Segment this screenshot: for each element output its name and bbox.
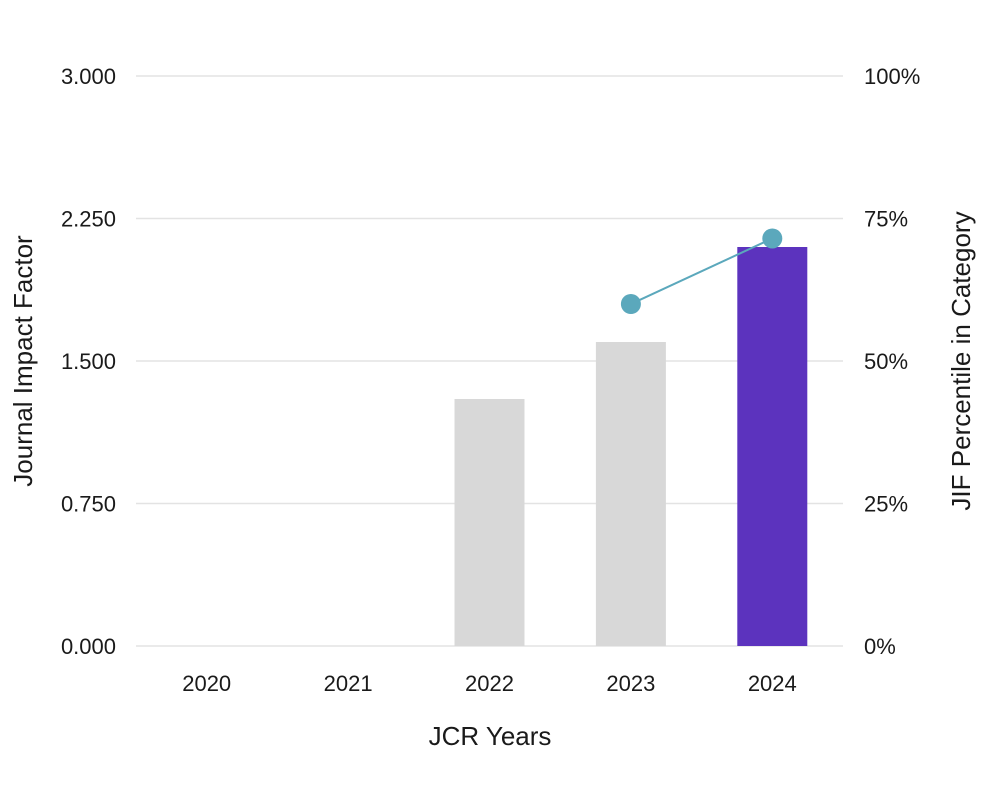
x-axis-ticks: 2020 2021 2022 2023 2024 bbox=[182, 671, 797, 696]
x-tick-label: 2021 bbox=[324, 671, 373, 696]
bar-2023 bbox=[595, 342, 666, 646]
left-tick-label: 0.750 bbox=[61, 492, 116, 517]
left-tick-label: 2.250 bbox=[61, 207, 116, 232]
x-tick-label: 2020 bbox=[182, 671, 231, 696]
percentile-point-2024 bbox=[762, 228, 783, 249]
right-tick-label: 50% bbox=[864, 349, 908, 374]
right-axis-ticks: 0% 25% 50% 75% 100% bbox=[864, 64, 920, 659]
bar-2024 bbox=[737, 247, 808, 646]
left-axis-ticks: 0.000 0.750 1.500 2.250 3.000 bbox=[61, 64, 116, 659]
bar-2022 bbox=[454, 399, 525, 646]
x-tick-label: 2024 bbox=[748, 671, 797, 696]
gridlines bbox=[136, 75, 843, 647]
right-tick-label: 75% bbox=[864, 207, 908, 232]
right-tick-label: 0% bbox=[864, 634, 896, 659]
percentile-line-series bbox=[620, 228, 783, 314]
percentile-line bbox=[630, 237, 773, 305]
right-tick-label: 25% bbox=[864, 492, 908, 517]
right-axis-title: JIF Percentile in Category bbox=[946, 211, 976, 510]
x-tick-label: 2022 bbox=[465, 671, 514, 696]
x-tick-label: 2023 bbox=[606, 671, 655, 696]
bars bbox=[454, 247, 808, 646]
left-tick-label: 0.000 bbox=[61, 634, 116, 659]
left-axis-title: Journal Impact Factor bbox=[8, 235, 38, 487]
left-tick-label: 3.000 bbox=[61, 64, 116, 89]
right-tick-label: 100% bbox=[864, 64, 920, 89]
x-axis-title: JCR Years bbox=[429, 721, 552, 751]
percentile-point-2023 bbox=[620, 294, 641, 314]
left-tick-label: 1.500 bbox=[61, 349, 116, 374]
